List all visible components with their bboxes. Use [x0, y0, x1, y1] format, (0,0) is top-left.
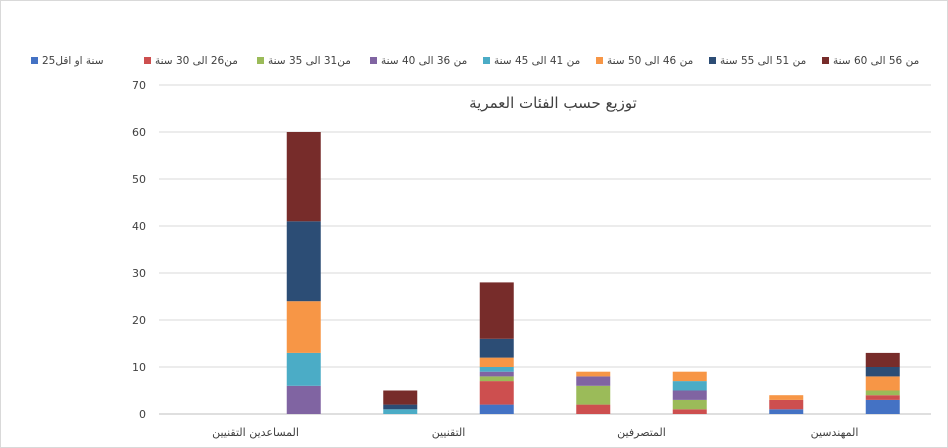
bar-segment — [286, 221, 321, 302]
chart-title: توزيع حسب الفئات العمرية — [469, 94, 637, 112]
bar-segment — [576, 404, 611, 414]
legend-label: من31 الى 35 سنة — [268, 55, 351, 67]
bar-segment — [865, 399, 900, 414]
bar-segment — [576, 376, 611, 386]
bar-segment — [479, 357, 514, 367]
legend-swatch — [144, 57, 151, 64]
bar-segment — [479, 404, 514, 414]
bar-segment — [769, 395, 804, 400]
legend-swatch — [709, 57, 716, 64]
legend-swatch — [31, 57, 38, 64]
legend-swatch — [483, 57, 490, 64]
bar-segment — [865, 367, 900, 377]
y-tick-label: 10 — [132, 361, 146, 374]
x-category-label: المتصرفين — [617, 426, 666, 439]
x-category-label: المهندسين — [811, 426, 859, 439]
legend-label: من 46 الى 50 سنة — [607, 55, 693, 67]
y-tick-label: 30 — [132, 267, 146, 280]
legend-swatch — [257, 57, 264, 64]
bar-segment — [286, 385, 321, 414]
bar-segment — [769, 409, 804, 414]
bar-segment — [672, 399, 707, 410]
y-axis-ticks: 0 10 20 30 40 50 60 70 — [132, 79, 146, 421]
x-category-label: التقنيين — [432, 426, 466, 439]
bar-segment — [576, 371, 611, 377]
bar-segment — [479, 371, 514, 377]
bar-segment — [479, 381, 514, 405]
bar-segment — [672, 409, 707, 414]
bar-segment — [286, 132, 321, 222]
legend: 25سنة او اقل من26 الى 30 سنة من31 الى 35 س… — [31, 55, 919, 67]
bar-segment — [479, 367, 514, 372]
legend-label: 25سنة او اقل — [42, 55, 104, 67]
bar-segment — [383, 409, 418, 414]
legend-swatch — [822, 57, 829, 64]
bar-segment — [479, 282, 514, 339]
bar-segment — [672, 381, 707, 391]
gridlines — [159, 84, 931, 415]
bar-segment — [479, 376, 514, 382]
bar-segment — [769, 399, 804, 410]
bar-segment — [672, 371, 707, 382]
legend-swatch — [370, 57, 377, 64]
bar-segment — [479, 338, 514, 358]
y-tick-label: 60 — [132, 126, 146, 139]
bar-segment — [865, 376, 900, 391]
legend-label: من 36 الى 40 سنة — [381, 55, 467, 67]
legend-swatch — [596, 57, 603, 64]
y-tick-label: 40 — [132, 220, 146, 233]
legend-label: من 41 الى 45 سنة — [494, 55, 580, 67]
bars — [286, 132, 900, 414]
bar-segment — [576, 385, 611, 405]
x-category-label: المساعدين التقنيين — [212, 426, 299, 439]
legend-label: من26 الى 30 سنة — [155, 55, 238, 67]
y-tick-label: 20 — [132, 314, 146, 327]
x-axis-categories: المساعدين التقنيين التقنيين المتصرفين المهن… — [212, 426, 858, 439]
legend-label: من 51 الى 55 سنة — [720, 55, 806, 67]
bar-segment — [865, 390, 900, 396]
legend-label: من 56 الى 60 سنة — [833, 55, 919, 67]
bar-segment — [865, 395, 900, 400]
y-tick-label: 70 — [132, 79, 146, 92]
bar-segment — [286, 352, 321, 386]
y-tick-label: 50 — [132, 173, 146, 186]
y-tick-label: 0 — [139, 408, 146, 421]
bar-segment — [286, 301, 321, 353]
bar-segment — [383, 390, 418, 405]
bar-segment — [865, 352, 900, 367]
bar-segment — [672, 390, 707, 400]
bar-segment — [383, 404, 418, 410]
